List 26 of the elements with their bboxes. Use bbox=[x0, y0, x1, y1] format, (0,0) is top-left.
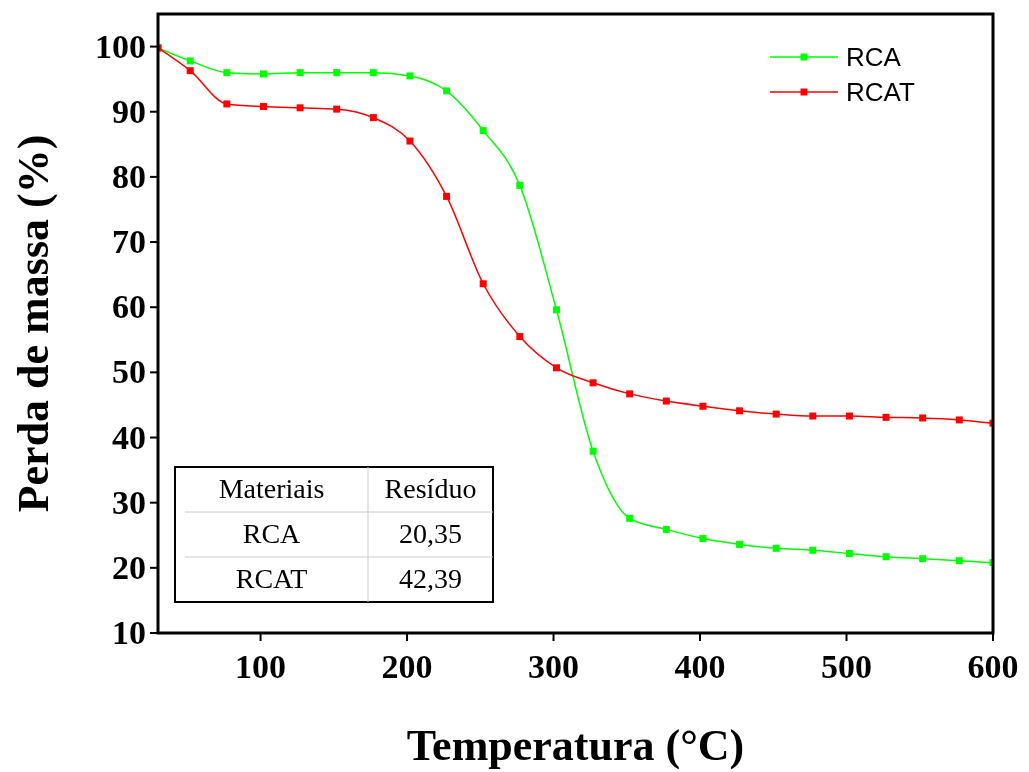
annotation: Materiais bbox=[218, 473, 325, 504]
y-tick-label: 30 bbox=[112, 483, 146, 521]
legend-label: RCAT bbox=[846, 77, 915, 107]
y-axis-title: Perda de massa (%) bbox=[9, 134, 58, 513]
x-tick-label: 600 bbox=[967, 648, 1019, 685]
legend-label: RCA bbox=[846, 42, 902, 72]
annotation: 20,35 bbox=[399, 518, 462, 549]
x-axis-title: Temperatura (°C) bbox=[406, 721, 745, 770]
y-tick-label: 20 bbox=[112, 548, 146, 586]
y-tick-label: 60 bbox=[112, 288, 146, 326]
x-tick-label: 200 bbox=[381, 648, 433, 685]
y-tick-label: 90 bbox=[112, 92, 146, 130]
y-tick-label: 10 bbox=[112, 614, 146, 651]
x-tick-label: 400 bbox=[674, 648, 726, 685]
x-tick-label: 100 bbox=[235, 648, 287, 685]
annotation: Resíduo bbox=[384, 473, 477, 504]
x-tick-label: 500 bbox=[821, 648, 873, 685]
annotation: RCAT bbox=[235, 563, 308, 594]
x-tick-label: 300 bbox=[528, 648, 580, 685]
y-tick-label: 100 bbox=[95, 27, 146, 65]
y-tick-label: 80 bbox=[112, 157, 146, 195]
annotation: RCA bbox=[242, 518, 302, 549]
y-tick-label: 70 bbox=[112, 223, 146, 261]
y-tick-label: 50 bbox=[112, 353, 146, 391]
y-tick-label: 40 bbox=[112, 418, 146, 456]
annotation: 42,39 bbox=[399, 563, 462, 594]
